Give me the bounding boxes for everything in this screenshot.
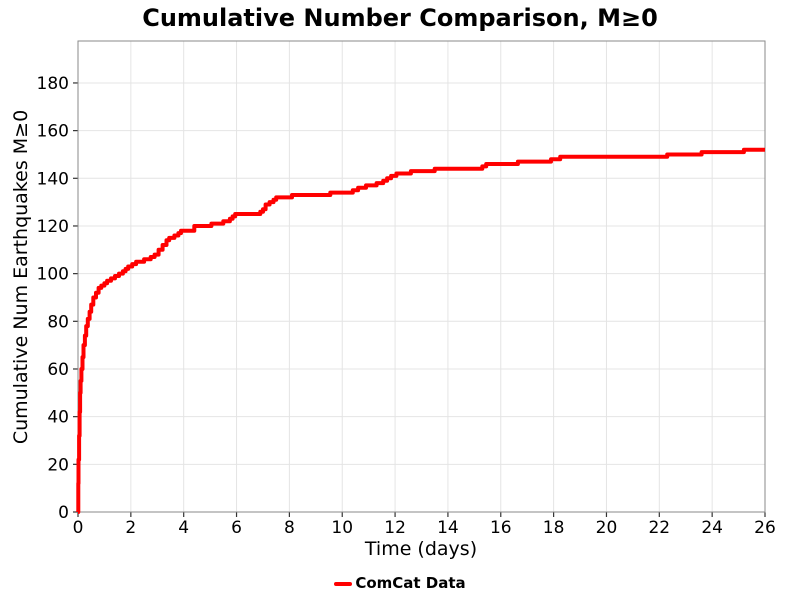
x-tick-label: 18 xyxy=(543,518,565,538)
x-axis-label: Time (days) xyxy=(364,538,478,560)
legend-line-marker xyxy=(334,581,353,586)
y-tick-label: 100 xyxy=(37,265,69,285)
x-tick-label: 8 xyxy=(284,518,295,538)
y-tick-label: 80 xyxy=(47,312,69,332)
x-tick-label: 22 xyxy=(648,518,670,538)
x-tick-label: 14 xyxy=(437,518,459,538)
y-tick-label: 160 xyxy=(37,122,69,142)
plot-border xyxy=(77,40,766,513)
comcat-series-line xyxy=(76,147,765,514)
x-tick-label: 4 xyxy=(178,518,189,538)
x-tick-label: 0 xyxy=(73,518,84,538)
x-tick-label: 10 xyxy=(331,518,353,538)
y-tick-label: 180 xyxy=(37,74,69,94)
y-tick-label: 140 xyxy=(37,169,69,189)
x-tick-label: 2 xyxy=(125,518,136,538)
x-tick-label: 26 xyxy=(754,518,776,538)
y-tick-label: 0 xyxy=(58,503,69,523)
x-tick-label: 20 xyxy=(596,518,618,538)
x-tick-label: 24 xyxy=(701,518,723,538)
y-tick-label: 40 xyxy=(47,408,69,428)
x-tick-label: 12 xyxy=(384,518,406,538)
legend: ComCat Data xyxy=(0,576,800,591)
y-tick-label: 120 xyxy=(37,217,69,237)
chart-title: Cumulative Number Comparison, M≥0 xyxy=(142,4,658,32)
x-tick-label: 6 xyxy=(231,518,242,538)
legend-label: ComCat Data xyxy=(355,574,466,592)
y-tick-label: 60 xyxy=(47,360,69,380)
x-tick-label: 16 xyxy=(490,518,512,538)
y-tick-label: 20 xyxy=(47,455,69,475)
